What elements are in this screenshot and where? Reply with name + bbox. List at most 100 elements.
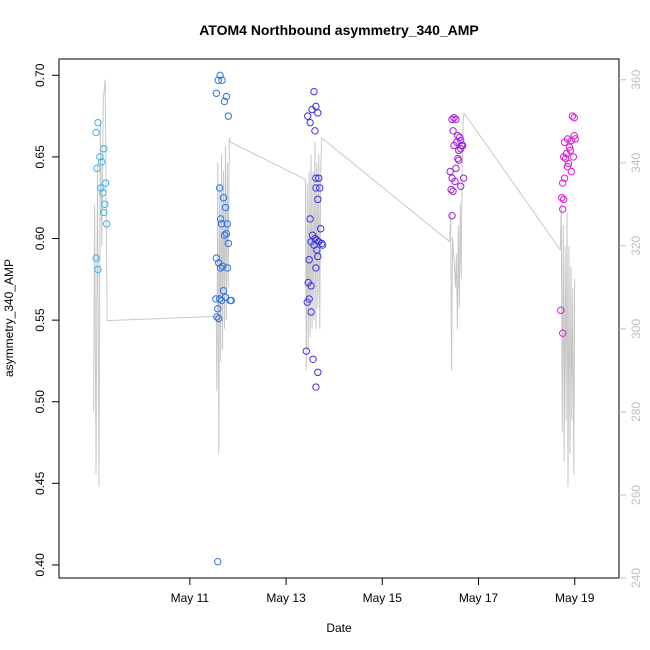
data-point bbox=[451, 177, 459, 186]
data-point bbox=[569, 153, 577, 161]
data-point bbox=[560, 174, 569, 182]
plot-frame bbox=[58, 58, 620, 579]
y-tick-label: 0.45 bbox=[33, 471, 47, 495]
data-point bbox=[98, 158, 106, 166]
data-point bbox=[558, 194, 566, 202]
y2-tick-label: 300 bbox=[629, 319, 643, 339]
data-point bbox=[214, 305, 222, 313]
data-point bbox=[559, 205, 567, 213]
y2-tick-label: 320 bbox=[629, 236, 643, 256]
data-point bbox=[92, 254, 100, 262]
data-point bbox=[449, 127, 457, 135]
x-tick-label: May 13 bbox=[266, 591, 306, 605]
data-point bbox=[455, 146, 463, 155]
data-point bbox=[223, 220, 232, 228]
data-point bbox=[101, 200, 109, 208]
x-axis-label: Date bbox=[326, 621, 352, 635]
data-point bbox=[306, 118, 314, 127]
data-point bbox=[563, 135, 572, 143]
data-point bbox=[221, 203, 230, 212]
data-point bbox=[216, 71, 224, 80]
data-point bbox=[312, 264, 320, 272]
y-tick-label: 0.55 bbox=[33, 308, 47, 332]
data-point bbox=[312, 383, 320, 391]
data-point bbox=[214, 76, 222, 84]
data-point bbox=[99, 189, 107, 197]
y2-axis: 240 260 280 300 320 340 360 bbox=[619, 69, 643, 588]
line-segment bbox=[215, 137, 231, 454]
line-segment bbox=[93, 79, 108, 487]
data-point bbox=[212, 89, 221, 97]
data-point bbox=[564, 159, 573, 168]
data-point bbox=[563, 163, 572, 171]
y-axis-label: asymmetry_340_AMP bbox=[2, 259, 16, 377]
y-tick-label: 0.70 bbox=[33, 63, 47, 87]
data-point bbox=[222, 229, 231, 238]
data-point bbox=[312, 102, 320, 111]
data-point bbox=[567, 167, 576, 176]
data-point bbox=[566, 146, 575, 155]
data-point bbox=[448, 211, 456, 220]
data-point bbox=[215, 184, 224, 192]
data-point bbox=[570, 114, 578, 122]
data-point bbox=[312, 174, 320, 182]
data-point bbox=[93, 164, 101, 173]
data-point bbox=[214, 557, 222, 566]
data-point bbox=[302, 347, 310, 355]
data-point bbox=[457, 182, 465, 191]
data-point bbox=[448, 115, 456, 124]
data-point bbox=[571, 135, 579, 143]
y-tick-label: 0.40 bbox=[33, 553, 47, 577]
data-point bbox=[94, 265, 102, 274]
chart-title: ATOM4 Northbound asymmetry_340_AMP bbox=[199, 22, 479, 38]
y-tick-label: 0.65 bbox=[33, 145, 47, 169]
series-line bbox=[93, 79, 576, 487]
data-point bbox=[449, 187, 457, 195]
data-point bbox=[452, 164, 460, 173]
data-point bbox=[565, 143, 574, 151]
data-point bbox=[306, 215, 314, 223]
line-segment bbox=[321, 137, 450, 243]
data-point bbox=[317, 225, 325, 233]
line-segment bbox=[230, 141, 306, 180]
data-point bbox=[219, 287, 228, 295]
data-point bbox=[92, 128, 100, 137]
data-point bbox=[218, 76, 226, 84]
data-point bbox=[224, 112, 233, 120]
data-point bbox=[216, 215, 225, 223]
series-points bbox=[92, 71, 579, 566]
data-point bbox=[457, 145, 465, 153]
data-point bbox=[559, 195, 568, 204]
y2-tick-label: 360 bbox=[629, 69, 643, 89]
data-point bbox=[307, 308, 315, 316]
data-point bbox=[315, 174, 323, 182]
data-point bbox=[314, 368, 322, 377]
data-point bbox=[217, 220, 226, 228]
data-point bbox=[559, 179, 567, 187]
data-point bbox=[101, 179, 110, 187]
x-tick-label: May 19 bbox=[555, 591, 595, 605]
data-point bbox=[94, 118, 102, 127]
data-point bbox=[227, 296, 235, 305]
data-point bbox=[318, 241, 327, 249]
y-tick-label: 0.50 bbox=[33, 390, 47, 414]
data-point bbox=[223, 264, 232, 272]
data-point bbox=[218, 262, 227, 270]
data-point bbox=[100, 145, 108, 153]
line-segment bbox=[559, 204, 576, 487]
line-segment bbox=[107, 315, 217, 322]
data-point bbox=[305, 295, 313, 303]
y2-tick-label: 240 bbox=[629, 568, 643, 588]
data-point bbox=[455, 156, 463, 164]
data-point bbox=[314, 252, 322, 261]
data-point bbox=[312, 184, 320, 192]
line-segment bbox=[449, 112, 465, 371]
x-axis: May 11 May 13 May 15 May 17 May 19 bbox=[171, 578, 595, 605]
y-axis: 0.40 0.45 0.50 0.55 0.60 0.65 0.70 bbox=[33, 63, 59, 577]
data-point bbox=[222, 92, 231, 101]
data-point bbox=[314, 109, 322, 117]
data-point bbox=[316, 184, 324, 192]
line-segment bbox=[304, 137, 323, 371]
data-point bbox=[310, 87, 318, 96]
